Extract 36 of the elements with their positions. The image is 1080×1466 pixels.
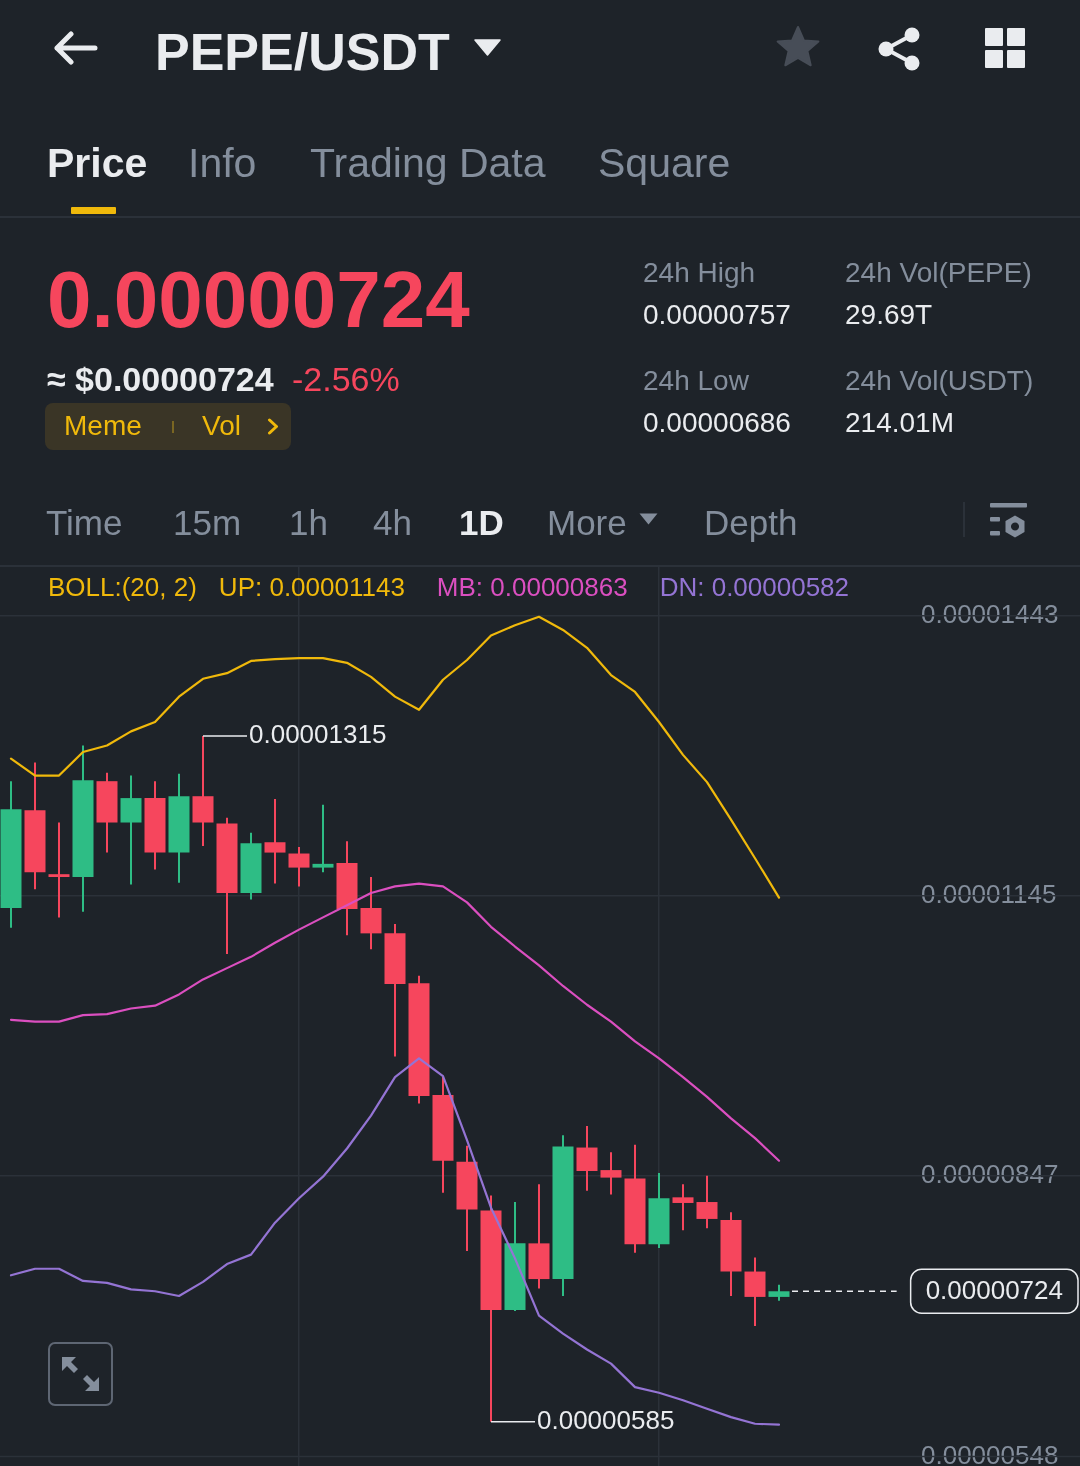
text: 4h [373, 503, 412, 543]
ref-line-label: 0.00000724 [925, 1275, 1064, 1306]
text: Trading Data [310, 139, 546, 186]
text: Meme [64, 410, 142, 442]
text: ≈ $0.00000724 [47, 359, 274, 398]
text: MB: 0.00000863 [436, 572, 628, 602]
text: 0.00000686 [643, 407, 791, 439]
legend-title: BOLL:(20, 2) [48, 572, 197, 602]
y-tick-label: 0.00000847 [921, 1158, 1059, 1189]
text: 24h Low [643, 365, 749, 397]
annotation: 0.00000585 [537, 1405, 675, 1436]
text: 0.00000757 [643, 299, 791, 331]
y-tick-label: 0.00001145 [921, 878, 1057, 909]
text: Depth [704, 503, 798, 543]
y-tick-label: 0.00001443 [921, 599, 1059, 630]
text: 214.01M [845, 407, 954, 439]
text: Info [188, 139, 257, 186]
text: DN: 0.00000582 [659, 572, 850, 602]
text: UP: 0.00001143 [218, 572, 405, 602]
annotation: 0.00001315 [249, 719, 387, 750]
y-tick-label: 0.00000548 [921, 1439, 1059, 1466]
text: -2.56% [292, 359, 400, 398]
text: Square [598, 139, 731, 186]
text: More [547, 503, 627, 543]
text: Time [46, 503, 123, 543]
text: 29.69T [845, 299, 933, 331]
text: Price [47, 139, 148, 186]
text: 24h Vol(PEPE) [845, 257, 1032, 289]
text: Vol [202, 410, 241, 442]
text: 24h Vol(USDT) [845, 365, 1034, 397]
text: 1h [289, 503, 328, 543]
chart-title: PEPE/USDT [155, 23, 450, 81]
text: 24h High [643, 257, 756, 289]
text: 0.00000724 [47, 254, 470, 344]
text: 1D [459, 503, 504, 543]
text: 15m [173, 503, 242, 543]
